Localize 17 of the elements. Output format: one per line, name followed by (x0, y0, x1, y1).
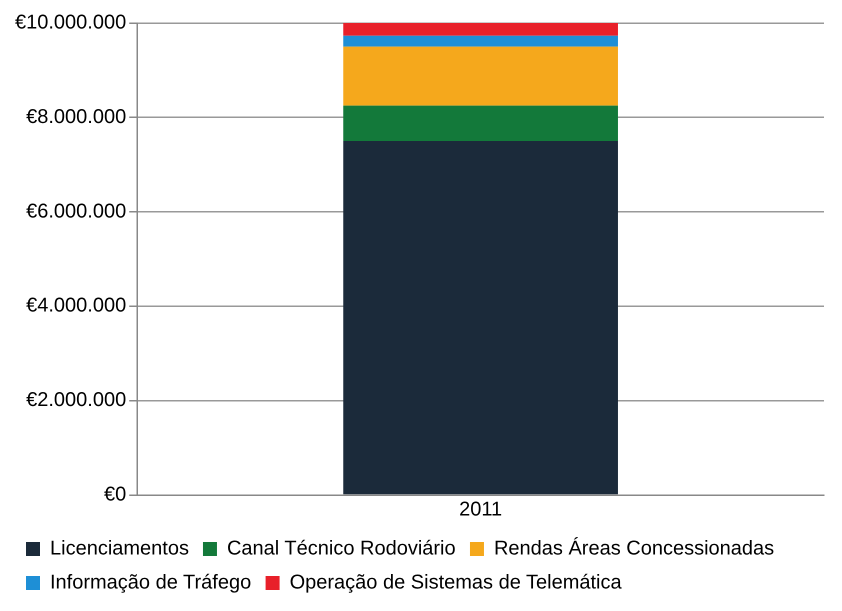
bar (343, 46, 618, 106)
y-tick-label: €10.000.000 (14, 12, 126, 34)
legend-label: Rendas Áreas Concessionadas (494, 536, 774, 560)
legend-label: Licenciamentos (50, 538, 189, 560)
y-tick-label: €2.000.000 (26, 389, 126, 412)
x-tick-label: 2011 (459, 498, 502, 521)
y-tick-label: €6.000.000 (26, 200, 126, 222)
bar (343, 36, 618, 47)
y-tick-label: €4.000.000 (26, 294, 126, 317)
bar (343, 141, 618, 494)
legend-label: Canal Técnico Rodoviário (226, 538, 456, 560)
bar (343, 23, 618, 36)
legend-label: Operação de Sistemas de Telemática (290, 572, 622, 594)
y-tick-label: €8.000.000 (26, 106, 126, 128)
bar (343, 106, 618, 141)
legend-label: Informação de Tráfego (50, 572, 252, 594)
y-tick-label: €0 (104, 484, 126, 506)
